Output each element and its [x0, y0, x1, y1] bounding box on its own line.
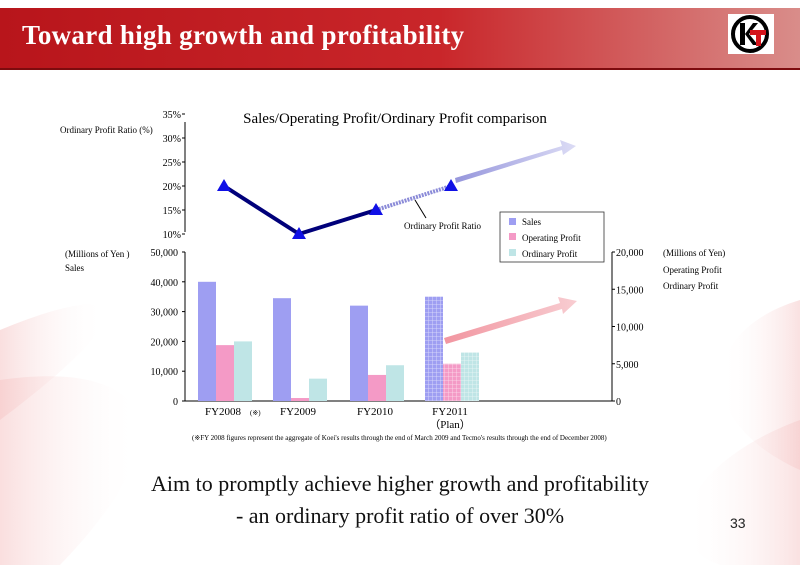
- left-tick-label: 50,000: [151, 248, 179, 259]
- header-bar: [0, 8, 800, 68]
- legend-label-operating: Operating Profit: [522, 233, 581, 243]
- x-tick-label: FY2008: [205, 406, 242, 418]
- left-tick-label: 20,000: [151, 337, 179, 348]
- ratio-tick-label: 25%: [163, 158, 181, 169]
- right-tick-label: 15,000: [616, 285, 644, 296]
- right-tick-label: 5,000: [616, 360, 639, 371]
- right-axis-series-op: Operating Profit: [663, 265, 722, 275]
- left-tick-label: 30,000: [151, 308, 179, 319]
- left-axis-unit: (Millions of Yen ): [65, 249, 130, 259]
- right-tick-label: 0: [616, 397, 621, 408]
- bar-sales: [198, 281, 216, 401]
- header-divider: [0, 68, 800, 70]
- left-tick-label: 10,000: [151, 367, 179, 378]
- tagline-line2: - an ordinary profit ratio of over 30%: [235, 503, 565, 528]
- left-tick-label: 40,000: [151, 278, 179, 289]
- ratio-point: [444, 179, 458, 191]
- company-logo: [728, 14, 774, 54]
- x-tick-label: FY2010: [357, 406, 394, 418]
- right-axis-series-ord: Ordinary Profit: [663, 281, 719, 291]
- ratio-line-segment: [375, 184, 452, 212]
- profit-trend-arrow: [444, 297, 577, 344]
- bar-operating-profit: [291, 398, 309, 401]
- ratio-tick-label: 15%: [163, 206, 181, 217]
- legend: Sales Operating Profit Ordinary Profit: [499, 211, 605, 263]
- right-tick-label: 20,000: [616, 248, 644, 259]
- legend-swatch-sales: [509, 218, 516, 225]
- ratio-point: [217, 179, 231, 191]
- ratio-trend-arrow: [455, 140, 576, 183]
- tagline-line1: Aim to promptly achieve higher growth an…: [151, 471, 649, 496]
- chart-plot-area: 0 10,000 20,000 30,000 40,000 50,000 0 5,000 10,…: [151, 110, 644, 431]
- legend-box: [499, 211, 605, 263]
- bar-ordinary-profit: [309, 378, 327, 401]
- bar-sales: [350, 305, 368, 401]
- page-title: Toward high growth and profitability: [22, 20, 465, 50]
- right-axis-unit: (Millions of Yen): [663, 248, 725, 258]
- x-tick-label: FY2009: [280, 406, 317, 418]
- legend-label-sales: Sales: [522, 217, 541, 227]
- x-tick-mark: (※): [250, 409, 261, 417]
- bar-operating-profit: [368, 374, 386, 401]
- bar-operating-profit: [216, 345, 234, 401]
- bar-operating-profit: [443, 363, 461, 401]
- page-number: 33: [730, 515, 746, 531]
- left-axis-series: Sales: [65, 263, 84, 273]
- ratio-tick-label: 10%: [163, 230, 181, 241]
- x-tick-label: FY2011: [432, 406, 468, 418]
- ratio-line-segment: [222, 184, 301, 236]
- ratio-line-label: Ordinary Profit Ratio: [404, 221, 481, 231]
- bar-sales: [425, 296, 443, 401]
- ratio-line-segment: [298, 208, 377, 236]
- bar-ordinary-profit: [234, 341, 252, 401]
- chart-footnote: (※FY 2008 figures represent the aggregat…: [192, 434, 607, 442]
- x-tick-sublabel: （Plan）: [429, 418, 471, 431]
- right-tick-label: 10,000: [616, 323, 644, 334]
- chart-title: Sales/Operating Profit/Ordinary Profit c…: [243, 111, 547, 127]
- bar-sales: [273, 298, 291, 401]
- legend-swatch-operating: [509, 233, 516, 240]
- bar-ordinary-profit: [386, 365, 404, 401]
- legend-swatch-ordinary: [509, 249, 516, 256]
- ratio-tick-label: 20%: [163, 182, 181, 193]
- ratio-axis-label: Ordinary Profit Ratio (%): [60, 125, 153, 135]
- ratio-point: [369, 203, 383, 215]
- ratio-point: [292, 227, 306, 239]
- bar-ordinary-profit: [461, 352, 479, 401]
- left-tick-label: 0: [173, 397, 178, 408]
- legend-label-ordinary: Ordinary Profit: [522, 249, 578, 259]
- ratio-tick-label: 35%: [163, 110, 181, 121]
- ratio-label-leader: [414, 199, 427, 219]
- ratio-tick-label: 30%: [163, 134, 181, 145]
